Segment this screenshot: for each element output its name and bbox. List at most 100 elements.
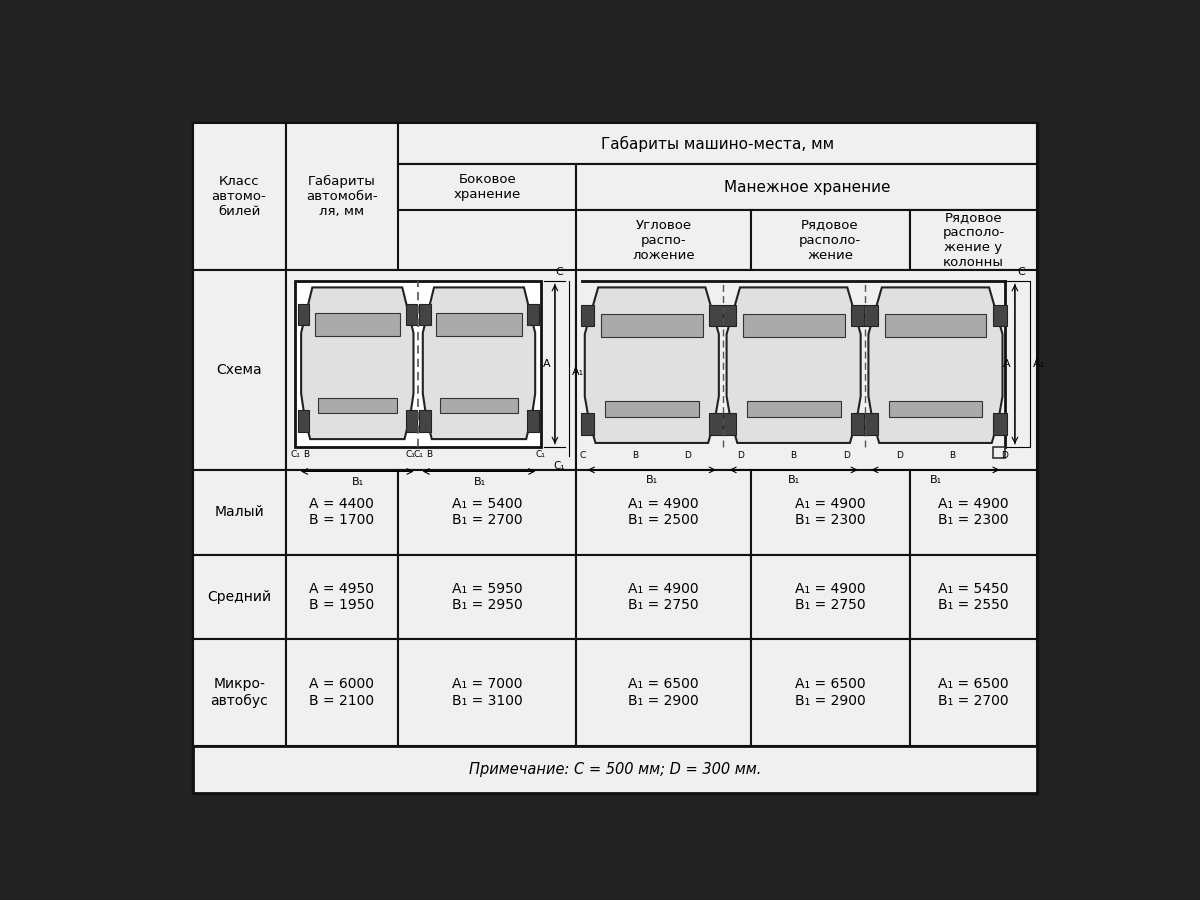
Bar [398, 164, 576, 211]
Text: Малый: Малый [215, 505, 264, 519]
Polygon shape [869, 287, 1002, 443]
Bar [576, 270, 1037, 470]
Text: A = 4400
B = 1700: A = 4400 B = 1700 [310, 497, 374, 527]
Bar [722, 413, 736, 436]
Text: C₁: C₁ [413, 450, 424, 459]
Text: D: D [1001, 451, 1008, 460]
Bar [286, 470, 398, 554]
Bar [298, 304, 308, 325]
Text: A₁ = 4900
B₁ = 2300: A₁ = 4900 B₁ = 2300 [794, 497, 865, 527]
Text: B₁: B₁ [930, 475, 942, 485]
Bar [286, 123, 398, 270]
Polygon shape [301, 287, 414, 439]
Bar [576, 470, 751, 554]
Bar [576, 554, 751, 639]
Bar [193, 123, 286, 270]
Bar [527, 304, 539, 325]
Text: B₁: B₁ [646, 475, 658, 485]
Bar [314, 313, 400, 336]
Bar [286, 639, 398, 745]
Text: A = 6000
B = 2100: A = 6000 B = 2100 [310, 678, 374, 707]
Text: B: B [949, 451, 955, 460]
Bar [398, 554, 576, 639]
Text: Схема: Схема [216, 363, 262, 377]
Text: A: A [1003, 359, 1012, 369]
Bar [318, 398, 397, 413]
Text: D: D [738, 451, 744, 460]
Bar [864, 304, 878, 327]
Bar [298, 410, 308, 431]
Bar [601, 314, 703, 338]
Text: C₁: C₁ [406, 450, 415, 459]
Text: Угловое
распо-
ложение: Угловое распо- ложение [632, 219, 695, 262]
Text: Микро-
автобус: Микро- автобус [210, 678, 268, 707]
Bar [406, 304, 416, 325]
Bar [709, 413, 722, 436]
Bar [193, 270, 286, 470]
Bar [398, 470, 576, 554]
Bar [751, 639, 910, 745]
Bar [406, 410, 416, 431]
Text: C: C [580, 451, 586, 460]
Bar [851, 304, 865, 327]
Text: B₁: B₁ [352, 477, 364, 487]
Polygon shape [727, 287, 860, 443]
Text: A₁ = 5450
B₁ = 2550: A₁ = 5450 B₁ = 2550 [938, 581, 1009, 612]
Text: B₁: B₁ [787, 475, 799, 485]
Bar [581, 413, 594, 436]
Bar [884, 314, 986, 338]
Text: Рядовое
располо-
жение у
колонны: Рядовое располо- жение у колонны [942, 212, 1004, 269]
Text: Габариты
автомоби-
ля, мм: Габариты автомоби- ля, мм [306, 175, 378, 218]
Text: A₁ = 5950
B₁ = 2950: A₁ = 5950 B₁ = 2950 [451, 581, 522, 612]
Text: A₁: A₁ [572, 366, 584, 377]
Bar [576, 639, 751, 745]
Text: D: D [895, 451, 902, 460]
Text: A = 4950
B = 1950: A = 4950 B = 1950 [310, 581, 374, 612]
Text: B: B [632, 451, 638, 460]
Text: Боковое
хранение: Боковое хранение [454, 174, 521, 202]
Polygon shape [584, 287, 719, 443]
Bar [193, 639, 286, 745]
Text: A₁: A₁ [1033, 359, 1045, 369]
Bar [581, 304, 594, 327]
Bar [398, 639, 576, 745]
Text: D: D [685, 451, 691, 460]
Text: C₁: C₁ [290, 450, 301, 459]
Bar [398, 123, 1037, 164]
Text: A₁ = 7000
B₁ = 3100: A₁ = 7000 B₁ = 3100 [451, 678, 522, 707]
Text: A₁ = 4900
B₁ = 2750: A₁ = 4900 B₁ = 2750 [794, 581, 865, 612]
Text: Габариты машино-места, мм: Габариты машино-места, мм [601, 136, 834, 152]
Bar [295, 281, 541, 446]
Polygon shape [422, 287, 535, 439]
Bar [193, 470, 286, 554]
Bar [420, 410, 431, 431]
Text: Класс
автомо-
билей: Класс автомо- билей [211, 175, 266, 218]
Bar [576, 164, 1037, 211]
Bar [994, 304, 1007, 327]
Bar [910, 639, 1037, 745]
Text: C₁: C₁ [535, 450, 546, 459]
Bar [910, 470, 1037, 554]
Bar [286, 270, 576, 470]
Text: C: C [554, 266, 563, 276]
Text: A₁ = 6500
B₁ = 2700: A₁ = 6500 B₁ = 2700 [938, 678, 1009, 707]
Bar [851, 413, 865, 436]
Bar [994, 413, 1007, 436]
Text: Манежное хранение: Манежное хранение [724, 180, 890, 194]
Text: Средний: Средний [208, 590, 271, 604]
Bar [420, 304, 431, 325]
Bar [910, 211, 1037, 270]
Bar [527, 410, 539, 431]
Bar [994, 446, 1004, 458]
Bar [605, 401, 698, 417]
Text: B₁: B₁ [474, 477, 486, 487]
Bar [193, 745, 1037, 793]
Text: Рядовое
располо-
жение: Рядовое располо- жение [799, 219, 862, 262]
Bar [888, 401, 983, 417]
Bar [722, 304, 736, 327]
Text: D: D [842, 451, 850, 460]
Text: A₁ = 4900
B₁ = 2750: A₁ = 4900 B₁ = 2750 [628, 581, 698, 612]
Bar [437, 313, 522, 336]
Text: A₁ = 6500
B₁ = 2900: A₁ = 6500 B₁ = 2900 [628, 678, 698, 707]
Text: C: C [1018, 266, 1025, 276]
